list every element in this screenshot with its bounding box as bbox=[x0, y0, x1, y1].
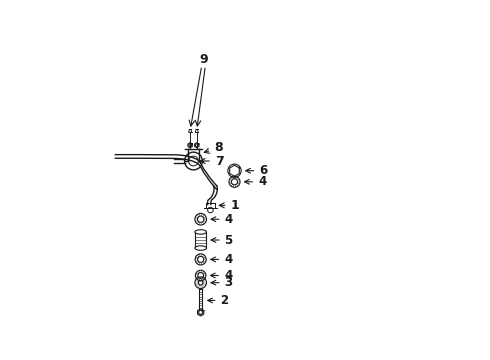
Text: 6: 6 bbox=[245, 164, 268, 177]
Text: 5: 5 bbox=[211, 234, 233, 247]
Text: 4: 4 bbox=[211, 269, 232, 282]
Text: 3: 3 bbox=[211, 276, 233, 289]
Text: 7: 7 bbox=[200, 154, 223, 167]
Text: 4: 4 bbox=[211, 213, 233, 226]
Text: 1: 1 bbox=[219, 199, 239, 212]
Ellipse shape bbox=[195, 230, 206, 234]
Text: 8: 8 bbox=[204, 141, 223, 154]
Text: 2: 2 bbox=[208, 294, 228, 307]
Text: 4: 4 bbox=[245, 175, 266, 188]
Ellipse shape bbox=[195, 246, 206, 250]
Text: 9: 9 bbox=[200, 53, 208, 66]
Text: 4: 4 bbox=[211, 253, 232, 266]
